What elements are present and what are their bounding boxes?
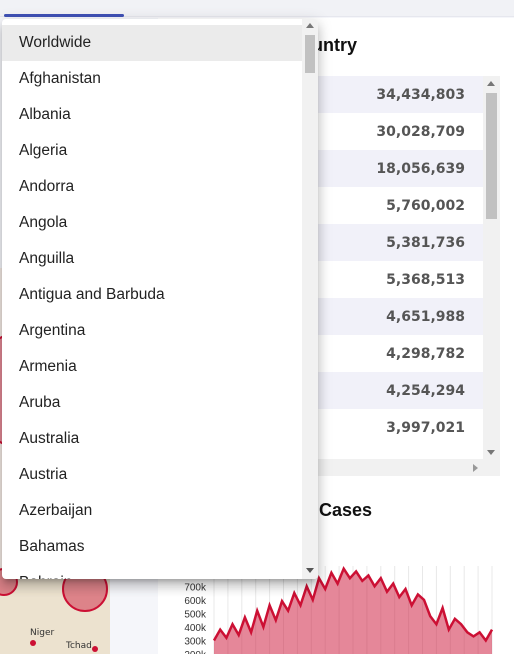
country-option[interactable]: Andorra (19, 178, 75, 195)
y-tick-label: 700k (184, 582, 207, 593)
country-option[interactable]: Aruba (19, 394, 61, 411)
cases-by-country-title: untry (312, 35, 357, 55)
table-row: 5,760,002 (386, 197, 465, 214)
table-vertical-scrollbar[interactable] (483, 76, 500, 459)
country-option[interactable]: Austria (19, 466, 68, 483)
map-case-dot[interactable] (92, 646, 98, 652)
table-row: 4,254,294 (318, 372, 483, 409)
cases-line (212, 566, 494, 643)
dropdown-scrollbar[interactable] (302, 19, 318, 579)
cases-line-chart: 800k700k600k500k400k300k200k (166, 566, 506, 654)
country-select-underline (4, 14, 124, 17)
country-option[interactable]: Bahrain (2, 565, 302, 579)
scroll-down-arrow-icon[interactable] (306, 568, 314, 573)
map-label-tchad: Tchad (66, 641, 92, 651)
scroll-up-arrow-icon[interactable] (487, 81, 495, 86)
scroll-thumb[interactable] (486, 93, 497, 219)
country-option[interactable]: Australia (19, 430, 80, 447)
new-cases-chart-title: Cases (319, 500, 373, 520)
map-label-niger: Niger (30, 628, 55, 638)
table-row: 4,651,988 (318, 298, 483, 335)
map-case-dot[interactable] (30, 640, 36, 646)
country-option[interactable]: Anguilla (19, 250, 75, 267)
country-option[interactable]: Argentina (19, 322, 86, 339)
table-row: 5,368,513 (386, 271, 465, 288)
y-tick-label: 400k (184, 623, 207, 634)
scroll-right-arrow-icon[interactable] (473, 464, 478, 472)
top-header-strip (0, 0, 514, 17)
table-row: 18,056,639 (318, 150, 483, 187)
y-tick-label: 300k (184, 636, 207, 647)
scroll-down-arrow-icon[interactable] (487, 450, 495, 455)
scroll-up-arrow-icon[interactable] (306, 23, 314, 28)
cases-area (214, 568, 492, 654)
country-option[interactable]: Antigua and Barbuda (19, 286, 165, 303)
table-row: 34,434,803 (318, 76, 483, 113)
y-tick-label: 200k (184, 650, 207, 654)
table-horizontal-scrollbar[interactable] (318, 459, 500, 476)
country-option[interactable]: Azerbaijan (19, 502, 93, 519)
table-row: 30,028,709 (376, 123, 465, 140)
country-dropdown-menu[interactable]: Worldwide Afghanistan Albania Algeria Andorr… (2, 19, 318, 579)
y-tick-label: 500k (184, 609, 207, 620)
country-cases-table[interactable]: 34,434,803 30,028,709 18,056,639 5,760,0… (318, 76, 500, 476)
scroll-thumb[interactable] (305, 35, 315, 73)
country-option[interactable]: Worldwide (2, 25, 302, 61)
country-option[interactable]: Albania (19, 106, 71, 123)
table-row: 3,997,021 (386, 419, 465, 436)
country-option[interactable]: Angola (19, 214, 68, 231)
table-row: 4,298,782 (386, 345, 465, 362)
country-option[interactable]: Bahamas (19, 538, 85, 555)
country-option-list: Worldwide Afghanistan Albania Algeria Andorr… (2, 25, 302, 579)
country-option[interactable]: Algeria (19, 142, 68, 159)
country-option[interactable]: Afghanistan (19, 70, 101, 87)
country-option[interactable]: Armenia (19, 358, 77, 375)
table-row: 5,381,736 (318, 224, 483, 261)
y-tick-label: 600k (184, 596, 207, 607)
